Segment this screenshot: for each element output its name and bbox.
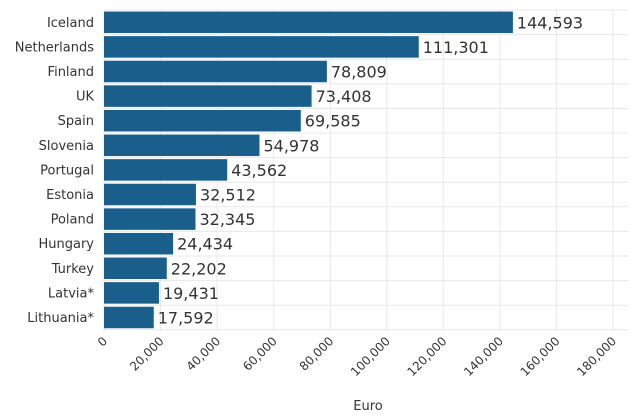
x-tick-label: 60,000 (240, 334, 280, 374)
category-label: Latvia* (48, 286, 95, 301)
bar (104, 282, 159, 304)
bar (104, 232, 174, 255)
bar (104, 257, 167, 280)
value-label: 111,301 (423, 38, 489, 57)
bars (104, 11, 513, 329)
bar (104, 208, 196, 230)
category-label: Spain (58, 114, 94, 129)
value-labels: 144,593 111,301 78,809 73,408 69,585 54,978 43… (158, 13, 583, 327)
value-label: 32,512 (200, 186, 256, 205)
bar (104, 85, 312, 107)
x-tick-label: 100,000 (348, 334, 393, 379)
value-label: 24,434 (177, 235, 233, 254)
grid-lines (103, 9, 628, 332)
x-tick-label: 120,000 (404, 334, 449, 379)
x-tick-label: 160,000 (518, 334, 563, 379)
bar (104, 183, 196, 206)
bar (104, 306, 154, 329)
value-label: 17,592 (158, 309, 214, 328)
category-label: Portugal (40, 163, 94, 178)
category-labels: Iceland Netherlands Finland UK Spain Slovenia… (15, 16, 95, 326)
value-label: 69,585 (305, 112, 361, 131)
bar (104, 11, 513, 34)
bar (104, 109, 301, 132)
value-label: 22,202 (171, 259, 227, 278)
x-tick-label: 40,000 (184, 334, 224, 374)
x-tick-label: 20,000 (127, 334, 167, 374)
category-label: Lithuania* (27, 311, 94, 326)
x-tick-labels: 0 20,000 40,000 60,000 80,000 100,000 120,000 1… (95, 334, 619, 379)
category-label: Netherlands (15, 40, 94, 55)
value-label: 144,593 (517, 13, 583, 32)
x-tick-label: 80,000 (297, 334, 337, 374)
category-label: Poland (51, 213, 94, 228)
value-label: 54,978 (263, 136, 319, 155)
bar (104, 159, 228, 181)
category-label: Slovenia (39, 139, 94, 154)
category-label: Iceland (47, 16, 94, 31)
category-label: Estonia (46, 188, 94, 203)
value-label: 78,809 (331, 63, 387, 82)
value-label: 19,431 (163, 284, 219, 303)
bar (104, 36, 419, 58)
x-tick-label: 180,000 (574, 334, 619, 379)
x-tick-label: 140,000 (461, 334, 506, 379)
bar (104, 134, 260, 157)
category-label: UK (76, 90, 95, 105)
x-axis-title: Euro (353, 399, 383, 414)
x-tick-label: 0 (95, 334, 110, 349)
value-label: 43,562 (231, 161, 287, 180)
category-label: Finland (48, 65, 94, 80)
category-label: Turkey (51, 262, 95, 277)
value-label: 32,345 (199, 210, 255, 229)
value-label: 73,408 (316, 87, 372, 106)
bar (104, 60, 327, 83)
category-label: Hungary (38, 237, 94, 252)
